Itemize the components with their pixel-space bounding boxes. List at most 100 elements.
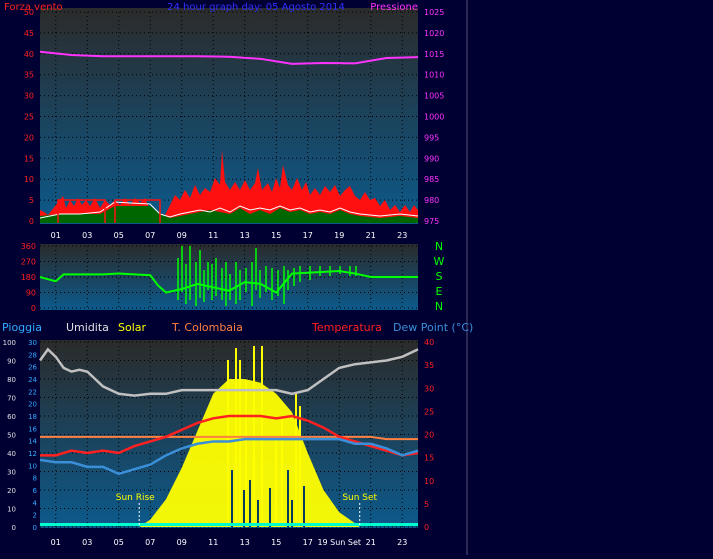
temperature-line — [40, 414, 419, 457]
solar-dips — [231, 470, 305, 527]
wind-gust-bracket — [57, 199, 161, 223]
rain-tick-label: 22 — [28, 388, 37, 396]
rain-tick-label: 20 — [28, 401, 37, 409]
legend-rain: Pioggia — [2, 321, 42, 334]
compass-label: E — [436, 285, 443, 298]
legend-dewpoint: Dew Point (°C) — [393, 321, 473, 334]
humidity-tick-label: 50 — [7, 432, 16, 440]
pressure-tick-label: 1000 — [424, 113, 444, 122]
x-tick-label: 17 — [303, 538, 313, 547]
direction-tick-label: 270 — [21, 258, 36, 267]
temperature-tick-label: 25 — [424, 407, 434, 416]
x-tick-label: 19 Sun Set — [317, 538, 361, 547]
x-tick-label: 07 — [145, 538, 155, 547]
pressure-tick-label: 985 — [424, 175, 439, 184]
humidity-tick-label: 0 — [12, 524, 16, 532]
rain-tick-label: 26 — [28, 364, 37, 372]
pressure-tick-label: 1025 — [424, 8, 444, 17]
wind-tick-label: 35 — [24, 71, 34, 80]
x-tick-label: 11 — [208, 538, 218, 547]
wind-tick-label: 15 — [24, 154, 34, 163]
rain-tick-label: 14 — [28, 438, 37, 446]
rain-tick-label: 30 — [28, 339, 37, 347]
pressure-tick-label: 1020 — [424, 29, 444, 38]
pressure-tick-label: 1015 — [424, 50, 444, 59]
wind-tick-label: 10 — [24, 175, 34, 184]
sunset-label: Sun Set — [342, 493, 377, 503]
temperature-tick-label: 0 — [424, 523, 429, 532]
x-tick-label: 17 — [303, 231, 313, 240]
compass-label: N — [435, 300, 443, 313]
x-tick-label: 09 — [177, 538, 187, 547]
pressure-tick-label: 1005 — [424, 92, 444, 101]
wind-speed-area — [40, 206, 418, 223]
x-tick-label: 13 — [240, 538, 250, 547]
colombaia-line — [40, 435, 418, 441]
x-tick-label: 23 — [397, 538, 407, 547]
legend-temperature: Temperatura — [311, 321, 382, 334]
temperature-tick-label: 30 — [424, 384, 434, 393]
wind-series — [39, 150, 419, 223]
compass-label: W — [434, 255, 445, 268]
wind-tick-label: 30 — [24, 92, 34, 101]
temperature-tick-label: 40 — [424, 338, 434, 347]
pressure-axis-label: Pressione — [370, 2, 418, 13]
x-tick-label: 19 — [334, 231, 344, 240]
pressure-tick-label: 1010 — [424, 71, 444, 80]
x-tick-label: 01 — [51, 538, 61, 547]
chart-title: 24 hour graph day: 05 Agosto 2014 — [167, 2, 345, 13]
pressure-tick-label: 980 — [424, 196, 439, 205]
wind-direction-line — [39, 269, 418, 294]
x-tick-label: 21 — [366, 231, 376, 240]
x-tick-label: 07 — [145, 231, 155, 240]
wind-axis-label: Forza vento — [4, 2, 63, 13]
rain-tick-label: 8 — [33, 475, 37, 483]
x-tick-label: 09 — [177, 231, 187, 240]
humidity-tick-label: 30 — [7, 469, 16, 477]
rain-tick-label: 28 — [28, 351, 37, 359]
dewpoint-line — [39, 437, 419, 476]
compass-label: S — [436, 270, 443, 283]
rain-tick-label: 16 — [28, 425, 37, 433]
direction-tick-label: 360 — [21, 242, 36, 251]
compass-label: N — [435, 240, 443, 253]
legend-humidity: Umidita — [66, 321, 109, 334]
rain-tick-label: 0 — [33, 524, 37, 532]
legend-solar: Solar — [118, 321, 147, 334]
rain-tick-label: 24 — [28, 376, 37, 384]
x-tick-label: 05 — [114, 538, 124, 547]
rain-tick-label: 18 — [28, 413, 37, 421]
humidity-tick-label: 70 — [7, 395, 16, 403]
rain-tick-label: 10 — [28, 462, 37, 470]
humidity-tick-label: 80 — [7, 376, 16, 384]
wind-tick-label: 0 — [29, 217, 34, 226]
wind-tick-label: 50 — [24, 8, 34, 17]
humidity-tick-label: 20 — [7, 487, 16, 495]
rain-tick-label: 4 — [33, 499, 38, 507]
wind-pressure-plot-area — [40, 8, 418, 224]
humidity-tick-label: 40 — [7, 450, 16, 458]
direction-tick-label: 90 — [26, 289, 36, 298]
x-tick-label: 13 — [240, 231, 250, 240]
x-tick-label: 21 — [366, 538, 376, 547]
pressure-tick-label: 975 — [424, 217, 439, 226]
rain-tick-label: 2 — [33, 512, 37, 520]
temperature-tick-label: 35 — [424, 361, 434, 370]
humidity-tick-label: 10 — [7, 506, 16, 514]
temperature-tick-label: 15 — [424, 454, 434, 463]
temperature-tick-label: 10 — [424, 477, 434, 486]
direction-tick-label: 0 — [31, 304, 36, 313]
pressure-tick-label: 990 — [424, 154, 439, 163]
x-tick-label: 11 — [208, 231, 218, 240]
direction-tick-label: 180 — [21, 273, 36, 282]
pressure-tick-label: 995 — [424, 133, 439, 142]
rain-tick-label: 6 — [33, 487, 38, 495]
wind-tick-label: 45 — [24, 29, 34, 38]
rain-baseline — [40, 523, 418, 526]
humidity-line — [38, 347, 419, 397]
x-tick-label: 15 — [271, 538, 281, 547]
x-tick-label: 03 — [82, 538, 92, 547]
x-tick-label: 23 — [397, 231, 407, 240]
